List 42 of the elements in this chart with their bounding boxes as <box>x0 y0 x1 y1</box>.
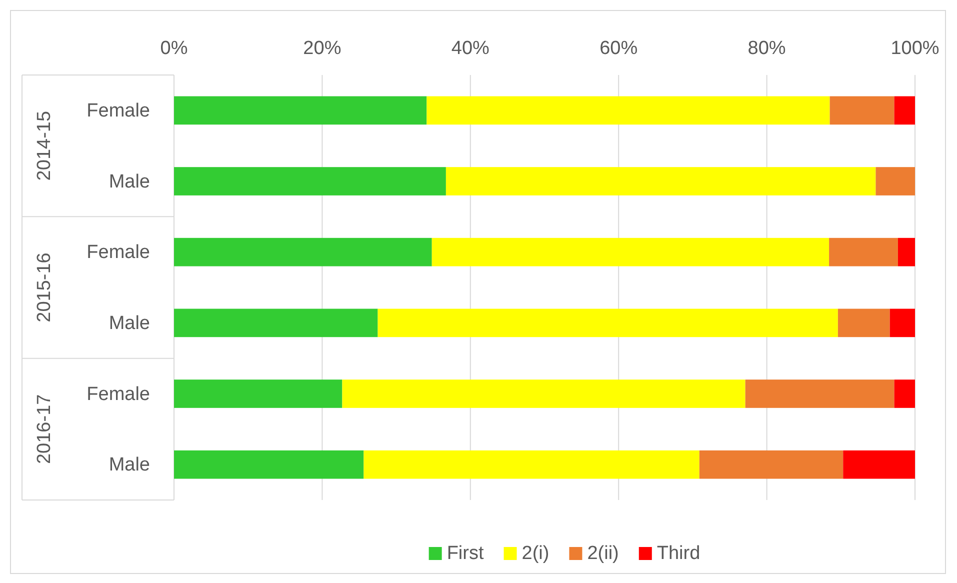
bar <box>829 238 898 266</box>
bar <box>890 308 915 338</box>
legend-label: 2(i) <box>522 543 550 564</box>
bar <box>843 450 915 479</box>
bar <box>446 167 876 196</box>
bar <box>342 380 746 408</box>
x-tick-label: 20% <box>303 38 342 59</box>
bar <box>745 380 894 408</box>
bar <box>174 96 427 125</box>
bar <box>174 238 432 266</box>
bar <box>894 380 915 408</box>
text: 2015-16 <box>34 252 55 322</box>
x-tick-label: 40% <box>451 38 490 59</box>
text: 2016-17 <box>34 394 55 464</box>
bar <box>174 450 364 479</box>
legend-label: 2(ii) <box>587 543 619 564</box>
y-tick-label: Male <box>108 171 150 192</box>
y-tick-label: Female <box>86 384 150 405</box>
bar <box>876 167 915 196</box>
text: 2014-15 <box>34 110 55 181</box>
x-tick-label: 60% <box>600 38 638 59</box>
y-tick-label: Female <box>86 242 150 264</box>
x-tick-label: 100% <box>890 38 940 59</box>
bar <box>378 308 838 338</box>
bar <box>830 96 894 125</box>
legend-label: First <box>446 543 484 564</box>
bar <box>838 308 890 338</box>
bar <box>426 96 830 125</box>
y-tick-label: Male <box>108 312 150 334</box>
y-tick-label: Female <box>86 100 150 122</box>
x-tick-label: 80% <box>748 38 786 59</box>
bar <box>364 450 700 479</box>
bar <box>174 380 342 408</box>
y-tick-label: Male <box>108 454 150 476</box>
bar <box>174 308 378 338</box>
bar <box>898 238 915 266</box>
x-tick-label: 0% <box>160 38 188 59</box>
legend-label: Third <box>656 543 700 564</box>
bar <box>699 450 844 479</box>
bar <box>894 96 915 125</box>
bar <box>432 238 830 266</box>
bar <box>174 167 446 196</box>
